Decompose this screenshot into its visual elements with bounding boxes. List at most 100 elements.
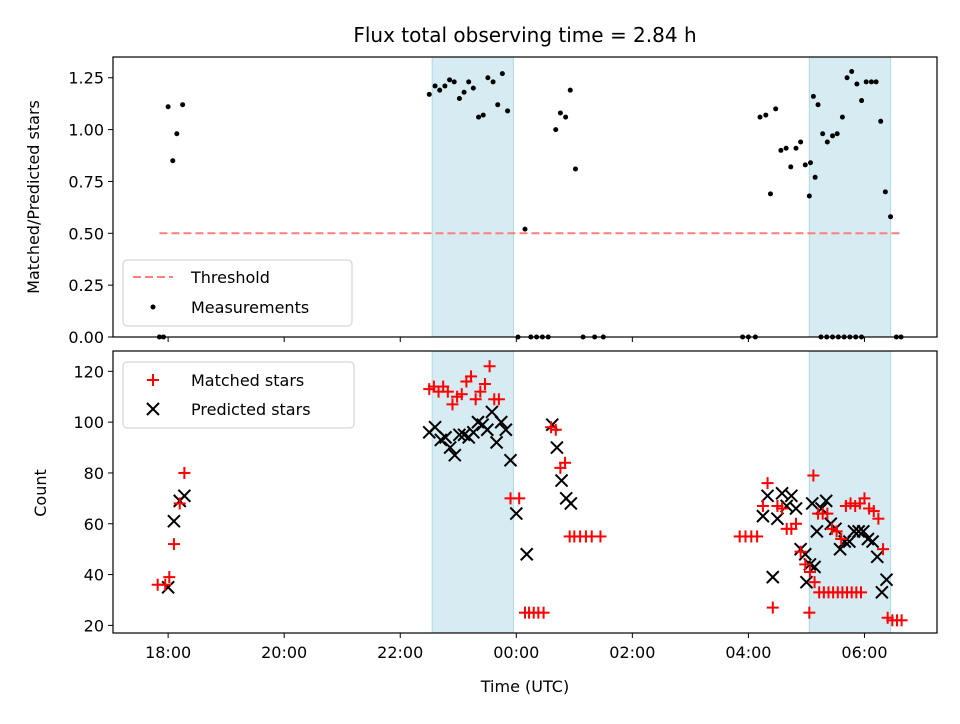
x-tick-label: 04:00 xyxy=(725,643,771,662)
predicted-star-marker xyxy=(819,494,833,508)
predicted-star-marker xyxy=(784,489,799,503)
y-tick-label: 120 xyxy=(73,362,104,381)
matched-star-marker xyxy=(830,525,843,538)
predicted-star-marker xyxy=(167,514,181,528)
predicted-star-marker xyxy=(766,570,780,584)
measurement-point xyxy=(180,102,186,108)
x-tick-label: 22:00 xyxy=(377,643,423,662)
predicted-star-marker xyxy=(760,489,775,503)
matched-star-marker xyxy=(776,502,789,515)
y-tick-label: 1.00 xyxy=(68,121,104,140)
y-tick-label: 0.25 xyxy=(68,276,104,295)
matched-star-marker xyxy=(446,398,459,411)
measurement-point xyxy=(495,102,501,108)
matched-star-marker xyxy=(537,606,550,619)
legend-measurements-swatch xyxy=(150,304,156,310)
legend-threshold-label: Threshold xyxy=(190,268,270,287)
predicted-star-marker xyxy=(799,575,814,589)
matched-star-marker xyxy=(789,517,802,530)
measurement-point xyxy=(426,91,432,97)
matched-star-marker xyxy=(478,378,491,391)
matched-star-marker xyxy=(854,586,867,599)
bottom-panel-x-ticks: 18:00 20:00 22:00 00:00 02:00 04:00 06:00 xyxy=(145,633,888,662)
matched-star-marker xyxy=(858,492,871,505)
measurement-point xyxy=(788,164,794,170)
measurement-point xyxy=(476,114,482,120)
measurement-point xyxy=(174,131,180,137)
predicted-star-marker xyxy=(810,524,824,539)
measurement-point xyxy=(757,114,763,120)
predicted-star-marker xyxy=(554,473,569,488)
matched-star-marker xyxy=(173,497,186,510)
y-tick-label: 0.00 xyxy=(68,328,104,347)
bottom-panel-y-ticks: 20 40 60 80 100 120 xyxy=(73,362,113,635)
top-panel: 0.00 0.25 0.50 0.75 1.00 1.25 Flux total obse… xyxy=(24,23,938,347)
predicted-star-marker xyxy=(161,580,175,594)
measurement-point xyxy=(432,83,438,89)
predicted-star-marker xyxy=(443,440,457,455)
measurement-point xyxy=(778,147,784,153)
matched-star-marker xyxy=(469,393,482,406)
measurement-point xyxy=(820,131,826,137)
predicted-star-marker xyxy=(789,501,803,516)
measurement-point xyxy=(854,81,860,87)
y-tick-label: 1.25 xyxy=(68,69,104,88)
measurement-point xyxy=(447,77,453,83)
predicted-star-marker xyxy=(770,511,785,526)
measurement-point xyxy=(442,83,448,89)
measurement-point xyxy=(763,112,769,118)
measurement-point xyxy=(802,162,808,168)
matched-star-marker xyxy=(835,533,848,545)
x-tick-label: 02:00 xyxy=(609,643,655,662)
x-tick-label: 06:00 xyxy=(841,643,887,662)
legend-predicted-swatch xyxy=(146,402,160,416)
y-tick-label: 80 xyxy=(84,464,104,483)
measurement-point xyxy=(844,75,850,81)
matched-star-marker xyxy=(821,507,834,520)
matched-star-marker xyxy=(872,512,885,525)
predicted-star-marker xyxy=(494,415,508,429)
measurement-point xyxy=(480,112,486,118)
predicted-star-marker xyxy=(805,496,819,511)
measurement-point xyxy=(165,104,171,110)
measurement-point xyxy=(793,145,799,151)
predicted-star-marker xyxy=(428,420,442,434)
predicted-star-marker xyxy=(550,440,564,455)
y-tick-label: 40 xyxy=(84,566,104,585)
measurement-point xyxy=(863,79,869,85)
predicted-star-marker xyxy=(448,448,462,462)
matched-star-marker xyxy=(807,469,820,482)
shaded-interval xyxy=(808,56,892,338)
measurement-point xyxy=(470,85,476,91)
measurement-point xyxy=(557,110,563,116)
predicted-star-marker xyxy=(489,435,504,450)
bottom-legend: Matched stars Predicted stars xyxy=(122,361,355,429)
predicted-star-marker xyxy=(499,423,513,437)
predicted-star-marker xyxy=(503,453,518,467)
matched-star-marker xyxy=(808,576,821,589)
shaded-interval xyxy=(431,350,514,634)
measurement-point xyxy=(773,106,779,112)
predicted-star-marker xyxy=(466,425,481,440)
x-axis-label: Time (UTC) xyxy=(480,677,569,696)
legend-predicted-label: Predicted stars xyxy=(191,400,311,419)
measurement-point xyxy=(767,191,773,197)
measurement-point xyxy=(437,87,443,93)
matched-star-marker xyxy=(803,566,816,579)
measurement-point xyxy=(567,87,573,93)
matched-star-marker xyxy=(167,538,180,551)
top-panel-frame xyxy=(112,56,938,338)
matched-star-marker xyxy=(766,601,779,614)
predicted-star-marker xyxy=(851,524,866,539)
matched-star-marker xyxy=(594,530,607,543)
matched-star-marker xyxy=(895,614,908,627)
measurement-point xyxy=(849,69,855,75)
y-tick-label: 100 xyxy=(73,413,104,432)
matched-star-marker xyxy=(549,423,562,436)
measurement-point xyxy=(783,145,789,151)
matched-star-marker xyxy=(163,571,176,584)
top-y-axis-label: Matched/Predicted stars xyxy=(24,100,43,294)
matched-star-marker xyxy=(465,370,478,383)
matched-star-marker xyxy=(877,543,890,556)
